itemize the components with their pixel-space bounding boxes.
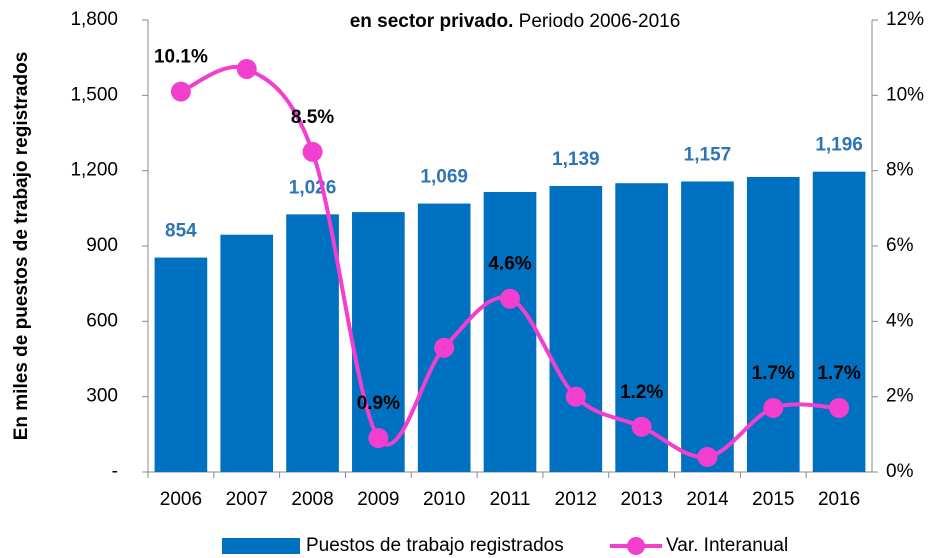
- x-tick-label: 2014: [686, 489, 729, 510]
- bar-value-label: 1,196: [815, 135, 863, 156]
- bar-value-label: 1,139: [552, 149, 600, 170]
- legend-label: Var. Interanual: [666, 535, 788, 556]
- y-tick-label: 600: [86, 310, 118, 331]
- bar: [220, 234, 274, 472]
- chart-title-group: en sector privado. Periodo 2006-2016: [350, 11, 681, 32]
- y-tick-label: 1,500: [70, 84, 118, 105]
- line-point: [631, 416, 652, 437]
- y2-tick-label: 2%: [886, 386, 914, 407]
- line-point: [763, 397, 784, 418]
- bar-value-label: 1,069: [420, 167, 468, 188]
- line-point: [368, 428, 389, 449]
- line-value-label: 8.5%: [291, 107, 334, 128]
- line-point: [170, 81, 191, 102]
- x-tick-label: 2011: [490, 489, 531, 510]
- y-axis-label: En miles de puestos de trabajo registrad…: [11, 52, 32, 441]
- y-tick-label: -: [112, 461, 118, 482]
- line-value-label: 1.7%: [817, 363, 860, 384]
- line-value-label: 1.2%: [620, 382, 663, 403]
- x-tick-label: 2010: [423, 489, 465, 510]
- legend-swatch: [222, 538, 300, 554]
- y-tick-label: 900: [86, 235, 118, 256]
- line-point: [434, 337, 455, 358]
- chart-title: en sector privado.: [350, 11, 514, 32]
- legend-swatch-dot: [627, 537, 645, 555]
- y2-tick-label: 8%: [886, 160, 914, 181]
- y2-tick-label: 4%: [886, 310, 914, 331]
- bar: [483, 192, 537, 472]
- x-tick-label: 2009: [357, 489, 399, 510]
- bar: [681, 181, 734, 472]
- y-tick-label: 1,200: [70, 160, 118, 181]
- line-point: [697, 446, 718, 467]
- y-tick-label: 300: [86, 386, 118, 407]
- x-tick-label: 2016: [818, 489, 860, 510]
- x-tick-label: 2007: [226, 489, 268, 510]
- y2-tick-label: 6%: [886, 235, 914, 256]
- bar: [154, 257, 208, 472]
- x-tick-label: 2012: [555, 489, 597, 510]
- bar-value-label: 1,026: [289, 177, 337, 198]
- y2-tick-label: 10%: [886, 84, 924, 105]
- line-point: [565, 386, 586, 407]
- x-tick-label: 2008: [291, 489, 333, 510]
- bar: [746, 176, 800, 472]
- line-point: [500, 288, 520, 309]
- bar-value-label: 854: [165, 221, 197, 242]
- line-value-label: 10.1%: [154, 47, 208, 68]
- line-point: [302, 141, 323, 162]
- y-tick-label: 1,800: [70, 9, 118, 30]
- x-tick-label: 2015: [752, 489, 794, 510]
- bar: [286, 214, 339, 473]
- x-tick-label: 2006: [160, 489, 202, 510]
- line-value-label: 1.7%: [752, 363, 795, 384]
- line-value-label: 4.6%: [488, 254, 531, 275]
- line-point: [829, 397, 850, 418]
- chart-subtitle: Periodo 2006-2016: [519, 11, 681, 32]
- x-tick-label: 2013: [620, 489, 662, 510]
- legend-label: Puestos de trabajo registrados: [306, 535, 564, 556]
- line-value-label: 0.9%: [357, 393, 400, 414]
- bar: [549, 185, 603, 473]
- bar-value-label: 1,157: [684, 144, 732, 165]
- line-point: [236, 58, 257, 79]
- bar: [812, 171, 866, 472]
- y2-tick-label: 12%: [886, 9, 924, 30]
- y2-tick-label: 0%: [886, 461, 914, 482]
